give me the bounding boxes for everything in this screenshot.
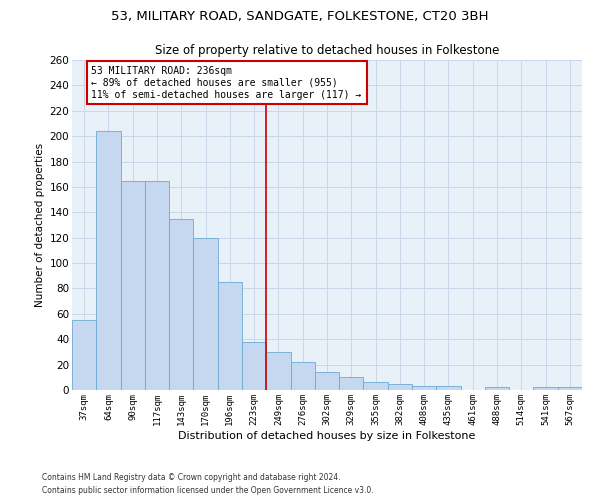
Bar bbox=[339, 378, 364, 390]
Bar bbox=[290, 362, 315, 390]
Bar bbox=[558, 388, 582, 390]
Bar bbox=[266, 352, 290, 390]
Bar bbox=[72, 320, 96, 390]
Title: Size of property relative to detached houses in Folkestone: Size of property relative to detached ho… bbox=[155, 44, 499, 58]
Bar bbox=[193, 238, 218, 390]
Bar bbox=[412, 386, 436, 390]
Text: 53, MILITARY ROAD, SANDGATE, FOLKESTONE, CT20 3BH: 53, MILITARY ROAD, SANDGATE, FOLKESTONE,… bbox=[111, 10, 489, 23]
Bar bbox=[388, 384, 412, 390]
Bar bbox=[121, 180, 145, 390]
Bar bbox=[242, 342, 266, 390]
Bar bbox=[145, 180, 169, 390]
Text: Contains HM Land Registry data © Crown copyright and database right 2024.
Contai: Contains HM Land Registry data © Crown c… bbox=[42, 474, 374, 495]
Bar bbox=[315, 372, 339, 390]
X-axis label: Distribution of detached houses by size in Folkestone: Distribution of detached houses by size … bbox=[178, 430, 476, 440]
Y-axis label: Number of detached properties: Number of detached properties bbox=[35, 143, 46, 307]
Bar bbox=[533, 388, 558, 390]
Text: 53 MILITARY ROAD: 236sqm
← 89% of detached houses are smaller (955)
11% of semi-: 53 MILITARY ROAD: 236sqm ← 89% of detach… bbox=[91, 66, 362, 100]
Bar bbox=[485, 388, 509, 390]
Bar bbox=[169, 218, 193, 390]
Bar bbox=[96, 131, 121, 390]
Bar bbox=[436, 386, 461, 390]
Bar bbox=[218, 282, 242, 390]
Bar bbox=[364, 382, 388, 390]
